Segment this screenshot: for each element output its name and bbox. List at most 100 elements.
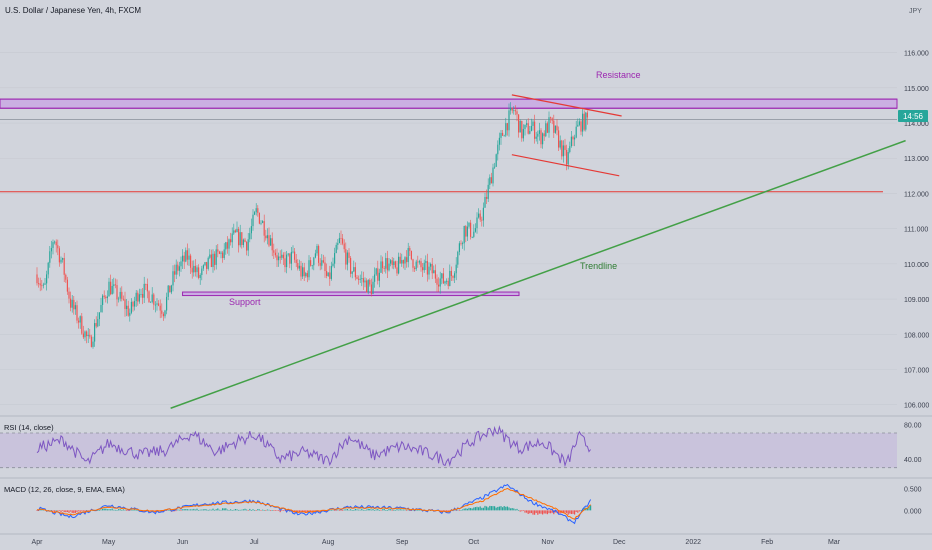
macd-histogram-bar xyxy=(343,509,345,511)
candle-body xyxy=(314,253,316,258)
candle-body xyxy=(551,118,553,121)
candle-body xyxy=(103,295,105,297)
macd-histogram-bar xyxy=(570,510,572,514)
macd-histogram-bar xyxy=(65,510,67,513)
macd-histogram-bar xyxy=(326,510,328,512)
candle-body xyxy=(281,254,283,258)
macd-histogram-bar xyxy=(506,506,508,511)
candle-body xyxy=(303,267,305,277)
macd-histogram-bar xyxy=(519,510,521,512)
macd-histogram-bar xyxy=(383,508,385,511)
candle-body xyxy=(322,260,324,263)
support-zone[interactable] xyxy=(182,291,520,297)
time-tick-label: Aug xyxy=(322,539,335,546)
candle-body xyxy=(198,267,200,278)
candle-body xyxy=(526,123,528,125)
candle-body xyxy=(153,294,155,305)
candle-body xyxy=(41,285,43,287)
candle-body xyxy=(586,112,588,118)
resistance-label: Resistance xyxy=(596,70,641,80)
candle-body xyxy=(534,121,536,139)
macd-histogram-bar xyxy=(521,510,523,512)
candle-body xyxy=(137,292,139,302)
macd-histogram-bar xyxy=(329,510,331,511)
macd-histogram-bar xyxy=(338,510,340,511)
candle-body xyxy=(86,331,88,337)
candle-body xyxy=(489,177,491,185)
macd-histogram-bar xyxy=(351,510,353,511)
currency-label: JPY xyxy=(909,8,922,15)
candle-body xyxy=(132,301,134,307)
candle-body xyxy=(468,222,470,227)
macd-histogram-bar xyxy=(478,507,480,511)
candle-body xyxy=(57,245,59,249)
candle-body xyxy=(420,261,422,268)
candle-body xyxy=(582,113,584,132)
macd-histogram-bar xyxy=(270,510,272,512)
macd-histogram-bar xyxy=(454,509,456,511)
candle-body xyxy=(346,252,348,265)
macd-histogram-bar xyxy=(258,509,260,511)
candle-body xyxy=(351,271,353,274)
macd-histogram-bar xyxy=(214,509,216,511)
time-axis[interactable]: Apr May Jun Jul Aug Sep Oct Nov Dec 2022 Feb Mar xyxy=(0,533,932,546)
macd-histogram-bar xyxy=(398,509,400,511)
channel-lower-line[interactable] xyxy=(511,154,620,177)
candle-body xyxy=(546,123,548,133)
macd-histogram-bar xyxy=(494,506,496,511)
candle-body xyxy=(266,235,268,239)
candle-body xyxy=(233,230,235,234)
macd-histogram-bar xyxy=(550,510,552,514)
macd-histogram-bar xyxy=(577,510,579,513)
macd-histogram-bar xyxy=(484,505,486,511)
trendline[interactable] xyxy=(170,139,906,409)
candle-body xyxy=(66,279,68,292)
candle-body xyxy=(505,123,507,136)
candle-body xyxy=(263,221,265,236)
macd-title: MACD (12, 26, close, 9, EMA, EMA) xyxy=(4,485,125,494)
macd-histogram-bar xyxy=(129,510,131,511)
macd-histogram-bar xyxy=(342,510,344,511)
candle-body xyxy=(223,249,225,259)
macd-histogram-bar xyxy=(409,510,411,511)
candle-body xyxy=(380,261,382,273)
resistance-zone[interactable] xyxy=(0,98,898,109)
candle-body xyxy=(204,262,206,266)
candle-body xyxy=(326,271,328,277)
candle-body xyxy=(569,146,571,153)
candle-body xyxy=(100,304,102,313)
macd-histogram-bar xyxy=(575,510,577,512)
macd-histogram-bar xyxy=(378,509,380,511)
macd-histogram-bar xyxy=(535,510,537,514)
candle-body xyxy=(247,239,249,251)
candle-body xyxy=(188,255,190,260)
candle-body xyxy=(258,212,260,224)
macd-histogram-bar xyxy=(241,509,243,511)
candle-body xyxy=(478,213,480,218)
candle-body xyxy=(487,184,489,199)
rsi-tick-label: 40.00 xyxy=(904,457,922,464)
candle-body xyxy=(170,285,172,293)
candle-body xyxy=(558,130,560,148)
candle-body xyxy=(119,291,121,299)
current-price-tag-text: 14:56 xyxy=(903,112,924,121)
macd-histogram-bar xyxy=(380,510,382,511)
macd-histogram-bar xyxy=(508,507,510,511)
macd-histogram-bar xyxy=(468,507,470,511)
candle-body xyxy=(548,117,550,133)
candle-body xyxy=(580,121,582,132)
rsi-axis: 80.00 40.00 xyxy=(904,422,922,464)
price-axis[interactable]: 116.000 115.000 114.000 113.000 112.000 111.0… xyxy=(904,51,929,410)
channel-upper-line[interactable] xyxy=(511,94,622,117)
macd-histogram-bar xyxy=(401,509,403,511)
macd-histogram-bar xyxy=(514,509,516,511)
macd-histogram-bar xyxy=(590,505,592,511)
candle-body xyxy=(385,258,387,269)
candle-body xyxy=(583,113,585,130)
macd-histogram-bar xyxy=(578,510,580,512)
macd-histogram-bar xyxy=(444,510,446,511)
candle-body xyxy=(87,334,89,337)
macd-histogram-bar xyxy=(58,510,60,511)
candle-body xyxy=(255,208,257,213)
